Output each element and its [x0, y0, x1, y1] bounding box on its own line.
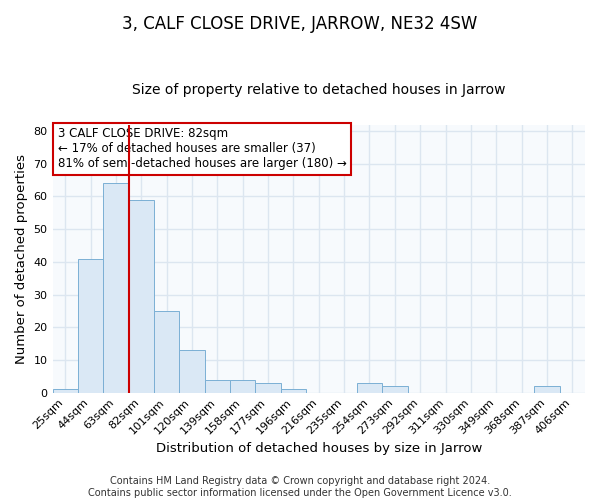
Bar	[53, 390, 78, 392]
Bar	[534, 386, 560, 392]
Bar	[357, 383, 382, 392]
Text: 3, CALF CLOSE DRIVE, JARROW, NE32 4SW: 3, CALF CLOSE DRIVE, JARROW, NE32 4SW	[122, 15, 478, 33]
Bar	[281, 390, 306, 392]
Text: 3 CALF CLOSE DRIVE: 82sqm
← 17% of detached houses are smaller (37)
81% of semi-: 3 CALF CLOSE DRIVE: 82sqm ← 17% of detac…	[58, 127, 347, 170]
Bar	[128, 200, 154, 392]
Bar	[103, 184, 128, 392]
Bar	[154, 311, 179, 392]
Text: Contains HM Land Registry data © Crown copyright and database right 2024.
Contai: Contains HM Land Registry data © Crown c…	[88, 476, 512, 498]
Title: Size of property relative to detached houses in Jarrow: Size of property relative to detached ho…	[132, 83, 506, 97]
Bar	[230, 380, 256, 392]
Bar	[78, 258, 103, 392]
X-axis label: Distribution of detached houses by size in Jarrow: Distribution of detached houses by size …	[155, 442, 482, 455]
Y-axis label: Number of detached properties: Number of detached properties	[15, 154, 28, 364]
Bar	[382, 386, 407, 392]
Bar	[256, 383, 281, 392]
Bar	[179, 350, 205, 393]
Bar	[205, 380, 230, 392]
